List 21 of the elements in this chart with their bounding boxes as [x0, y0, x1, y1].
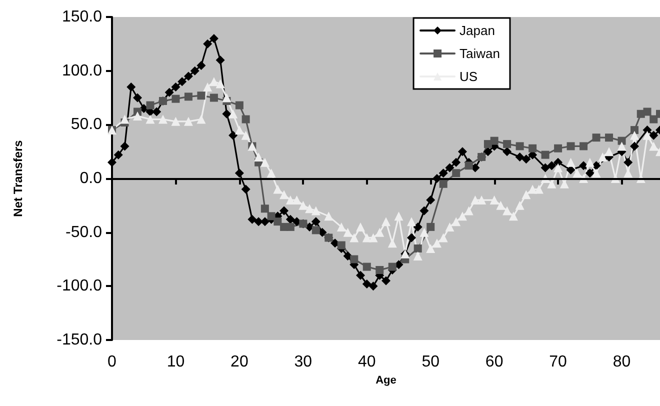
y-tick-label: 0.0 [80, 170, 102, 187]
x-tick-label: 50 [422, 354, 440, 370]
x-tick-label: 30 [294, 354, 312, 370]
legend-label: Taiwan [460, 46, 500, 61]
x-tick-label: 80 [612, 354, 631, 370]
y-tick-label: -150.0 [56, 332, 102, 348]
x-tick-label: 0 [108, 354, 117, 370]
y-axis-title: Net Transfers [11, 140, 25, 217]
legend-label: Japan [460, 23, 495, 38]
y-tick-label: -50.0 [66, 224, 102, 241]
x-axis-title: Age [376, 374, 396, 386]
x-tick-label: 60 [485, 354, 504, 370]
y-tick-label: -100.0 [56, 278, 102, 295]
x-tick-label: 10 [166, 354, 185, 370]
x-tick-label: 70 [549, 354, 568, 370]
y-tick-label: 150.0 [62, 8, 102, 26]
y-tick-label: 50.0 [70, 116, 102, 134]
y-tick-label: 100.0 [62, 62, 102, 80]
x-tick-label: 20 [230, 354, 248, 370]
legend-label: US [460, 69, 478, 84]
x-tick-label: 40 [358, 354, 376, 370]
